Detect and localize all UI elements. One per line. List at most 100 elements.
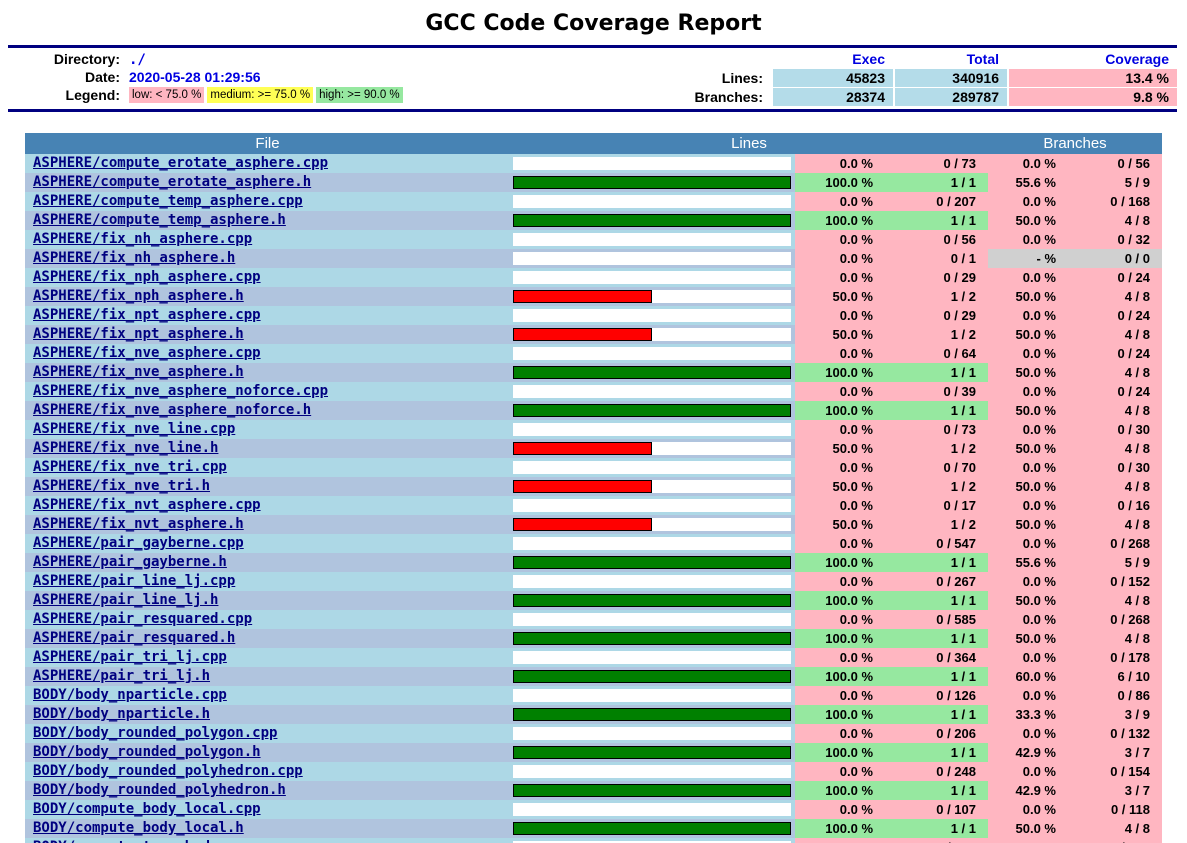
lines-fraction: 0 / 207 <box>885 192 988 211</box>
file-cell: ASPHERE/pair_gayberne.h <box>25 553 510 572</box>
legend-medium-chip: medium: >= 75.0 % <box>207 87 314 103</box>
file-cell: ASPHERE/fix_nph_asphere.cpp <box>25 268 510 287</box>
table-row: ASPHERE/pair_tri_lj.cpp 0.0 % 0 / 364 0.… <box>25 648 1162 667</box>
branches-fraction: 0 / 154 <box>1068 762 1162 781</box>
table-row: ASPHERE/fix_nvt_asphere.h 50.0 % 1 / 2 5… <box>25 515 1162 534</box>
table-row: ASPHERE/compute_erotate_asphere.h 100.0 … <box>25 173 1162 192</box>
branches-fraction: 0 / 24 <box>1068 306 1162 325</box>
file-cell: ASPHERE/compute_erotate_asphere.h <box>25 173 510 192</box>
coverage-bar-cell <box>510 819 795 838</box>
coverage-bar-track <box>513 518 791 531</box>
file-link[interactable]: ASPHERE/pair_gayberne.h <box>33 554 227 570</box>
file-link[interactable]: BODY/body_nparticle.h <box>33 706 211 722</box>
branches-fraction: 0 / 24 <box>1068 268 1162 287</box>
table-row: ASPHERE/fix_nph_asphere.cpp 0.0 % 0 / 29… <box>25 268 1162 287</box>
date-value: 2020-05-28 01:29:56 <box>129 69 261 85</box>
coverage-bar-fill <box>513 556 791 569</box>
coverage-bar-track <box>513 708 791 721</box>
file-link[interactable]: ASPHERE/fix_nh_asphere.h <box>33 250 236 266</box>
file-link[interactable]: BODY/body_rounded_polygon.h <box>33 744 261 760</box>
lines-percent: 0.0 % <box>795 154 885 173</box>
file-cell: ASPHERE/fix_nve_asphere_noforce.cpp <box>25 382 510 401</box>
file-link[interactable]: ASPHERE/fix_nve_asphere_noforce.cpp <box>33 383 329 399</box>
lines-fraction: 0 / 126 <box>885 686 988 705</box>
file-link[interactable]: BODY/compute_body_local.cpp <box>33 801 261 817</box>
file-link[interactable]: ASPHERE/fix_nh_asphere.cpp <box>33 231 253 247</box>
file-column-header: File <box>255 135 280 152</box>
file-link[interactable]: ASPHERE/pair_tri_lj.h <box>33 668 211 684</box>
branches-percent: - % <box>988 249 1068 268</box>
file-link[interactable]: BODY/compute_temp_body.cpp <box>33 839 252 843</box>
table-row: ASPHERE/fix_nh_asphere.cpp 0.0 % 0 / 56 … <box>25 230 1162 249</box>
file-link[interactable]: ASPHERE/fix_nve_asphere_noforce.h <box>33 402 312 418</box>
stats-spacer <box>691 50 771 68</box>
coverage-bar-track <box>513 632 791 645</box>
exec-column-header: Exec <box>852 51 885 67</box>
branches-percent: 55.6 % <box>988 553 1068 572</box>
table-row: BODY/body_nparticle.h 100.0 % 1 / 1 33.3… <box>25 705 1162 724</box>
file-cell: ASPHERE/compute_temp_asphere.cpp <box>25 192 510 211</box>
coverage-bar-cell <box>510 173 795 192</box>
file-link[interactable]: ASPHERE/fix_nph_asphere.h <box>33 288 244 304</box>
coverage-bar-track <box>513 727 791 740</box>
lines-fraction: 0 / 56 <box>885 230 988 249</box>
file-link[interactable]: ASPHERE/fix_npt_asphere.cpp <box>33 307 261 323</box>
file-link[interactable]: ASPHERE/fix_nvt_asphere.cpp <box>33 497 261 513</box>
lines-fraction: 1 / 1 <box>885 401 988 420</box>
branches-percent: 50.0 % <box>988 363 1068 382</box>
coverage-bar-cell <box>510 458 795 477</box>
coverage-bar-cell <box>510 268 795 287</box>
coverage-bar-track <box>513 651 791 664</box>
file-link[interactable]: ASPHERE/pair_line_lj.h <box>33 592 219 608</box>
coverage-bar-track <box>513 157 791 170</box>
file-link[interactable]: ASPHERE/compute_temp_asphere.h <box>33 212 286 228</box>
lines-fraction: 1 / 1 <box>885 743 988 762</box>
coverage-table-header: File Lines Branches <box>25 133 1162 154</box>
legend-high-chip: high: >= 90.0 % <box>316 87 403 103</box>
file-cell: ASPHERE/fix_nve_tri.cpp <box>25 458 510 477</box>
branches-percent: 50.0 % <box>988 477 1068 496</box>
file-link[interactable]: BODY/body_rounded_polyhedron.cpp <box>33 763 303 779</box>
file-link[interactable]: BODY/body_nparticle.cpp <box>33 687 227 703</box>
lines-percent: 50.0 % <box>795 477 885 496</box>
lines-coverage-value: 13.4 % <box>1009 69 1177 87</box>
file-link[interactable]: ASPHERE/fix_nph_asphere.cpp <box>33 269 261 285</box>
table-row: ASPHERE/pair_line_lj.cpp 0.0 % 0 / 267 0… <box>25 572 1162 591</box>
coverage-bar-fill <box>513 176 791 189</box>
coverage-table-body: ASPHERE/compute_erotate_asphere.cpp 0.0 … <box>25 154 1162 843</box>
file-link[interactable]: ASPHERE/compute_erotate_asphere.cpp <box>33 155 329 171</box>
directory-link[interactable]: ./ <box>129 52 146 68</box>
branches-percent: 0.0 % <box>988 344 1068 363</box>
table-row: BODY/body_nparticle.cpp 0.0 % 0 / 126 0.… <box>25 686 1162 705</box>
file-link[interactable]: ASPHERE/fix_nve_asphere.cpp <box>33 345 261 361</box>
file-link[interactable]: ASPHERE/pair_resquared.cpp <box>33 611 253 627</box>
file-link[interactable]: ASPHERE/pair_line_lj.cpp <box>33 573 236 589</box>
file-link[interactable]: ASPHERE/fix_npt_asphere.h <box>33 326 244 342</box>
lines-percent: 0.0 % <box>795 648 885 667</box>
coverage-bar-cell <box>510 648 795 667</box>
branches-fraction: 0 / 16 <box>1068 496 1162 515</box>
file-link[interactable]: ASPHERE/compute_temp_asphere.cpp <box>33 193 303 209</box>
branches-fraction: 0 / 24 <box>1068 344 1162 363</box>
branches-percent: 50.0 % <box>988 287 1068 306</box>
file-link[interactable]: ASPHERE/pair_gayberne.cpp <box>33 535 244 551</box>
branches-fraction: 3 / 7 <box>1068 743 1162 762</box>
coverage-bar-cell <box>510 781 795 800</box>
file-link[interactable]: ASPHERE/compute_erotate_asphere.h <box>33 174 312 190</box>
file-link[interactable]: ASPHERE/fix_nve_tri.cpp <box>33 459 227 475</box>
table-row: ASPHERE/fix_npt_asphere.h 50.0 % 1 / 2 5… <box>25 325 1162 344</box>
branches-percent: 0.0 % <box>988 420 1068 439</box>
file-link[interactable]: ASPHERE/fix_nve_line.cpp <box>33 421 236 437</box>
file-link[interactable]: ASPHERE/fix_nvt_asphere.h <box>33 516 244 532</box>
file-link[interactable]: BODY/body_rounded_polyhedron.h <box>33 782 286 798</box>
file-link[interactable]: ASPHERE/pair_tri_lj.cpp <box>33 649 227 665</box>
coverage-bar-cell <box>510 344 795 363</box>
file-link[interactable]: ASPHERE/pair_resquared.h <box>33 630 236 646</box>
file-link[interactable]: ASPHERE/fix_nve_line.h <box>33 440 219 456</box>
file-link[interactable]: ASPHERE/fix_nve_tri.h <box>33 478 211 494</box>
file-link[interactable]: BODY/body_rounded_polygon.cpp <box>33 725 278 741</box>
directory-value: ./ <box>129 50 403 68</box>
file-link[interactable]: BODY/compute_body_local.h <box>33 820 244 836</box>
coverage-bar-track <box>513 670 791 683</box>
file-link[interactable]: ASPHERE/fix_nve_asphere.h <box>33 364 244 380</box>
